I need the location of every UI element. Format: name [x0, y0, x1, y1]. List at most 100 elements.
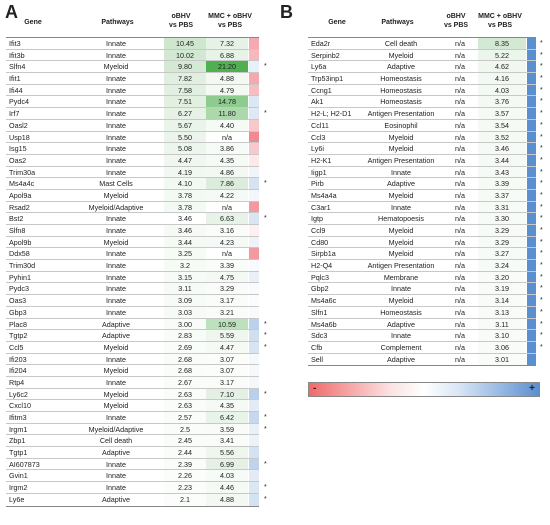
pathway-cell: Adaptive: [102, 448, 130, 458]
gene-cell: Ccng1: [311, 85, 332, 95]
pathway-cell: Myeloid: [388, 296, 414, 306]
table-row: Eda2r Cell death n/a 8.35 *: [308, 38, 543, 50]
value-obhv-cell: 3.15: [164, 271, 206, 283]
value-mmc-cell: 3.14: [478, 295, 526, 306]
table-row: Gbp2 Innate n/a 3.19 *: [308, 283, 543, 296]
value-mmc-cell: 4.86: [206, 166, 248, 178]
value-mmc-cell: 5.22: [478, 49, 526, 61]
ratio-color-bar: [249, 353, 259, 365]
panel-a-col1-line2: vs PBS: [168, 22, 194, 29]
table-row: Ifit1 Innate 7.82 4.88: [6, 73, 259, 85]
value-mmc-cell: 7.10: [206, 388, 248, 400]
ratio-color-bar: [527, 143, 536, 154]
gene-cell: Rtp4: [9, 377, 25, 387]
significance-star: *: [540, 250, 543, 258]
value-mmc-cell: 4.46: [206, 482, 248, 493]
significance-star: *: [540, 156, 543, 164]
value-obhv-cell: 3.46: [178, 214, 192, 224]
gene-cell: Apol9a: [9, 190, 32, 200]
value-mmc-cell: 4.03: [206, 470, 248, 482]
gene-cell: Ifi44: [9, 85, 23, 95]
value-obhv-cell: 4.47: [164, 154, 206, 166]
significance-star: *: [540, 110, 543, 118]
value-obhv-cell: 2.69: [164, 341, 206, 353]
gene-cell: Usp18: [9, 132, 30, 142]
ratio-color-bar: [527, 341, 536, 353]
value-obhv-cell: 2.68: [164, 353, 206, 365]
pathway-cell: Antigen Presentation: [367, 155, 435, 165]
gene-cell: Tgtp1: [9, 448, 28, 458]
value-obhv-cell: 4.10: [164, 178, 206, 189]
gene-cell: Ifit1: [9, 74, 21, 84]
value-mmc-cell: 3.43: [478, 166, 526, 178]
ratio-color-bar: [527, 225, 536, 236]
gene-cell: Cfb: [311, 342, 323, 352]
significance-star: *: [540, 308, 543, 316]
ratio-color-bar: [527, 283, 536, 295]
value-obhv-cell: 3.25: [164, 248, 206, 260]
value-mmc-cell: 3.17: [206, 376, 248, 388]
table-row: Rtp4 Innate 2.67 3.17: [6, 376, 259, 389]
value-mmc-cell: 11.80: [206, 108, 248, 119]
significance-star: *: [540, 40, 543, 47]
value-obhv-cell: 5.67: [164, 119, 206, 131]
value-mmc-cell: 4.79: [206, 84, 248, 96]
pathway-cell: Innate: [106, 249, 126, 259]
value-obhv-cell: n/a: [455, 354, 465, 364]
value-mmc-cell: 10.59: [206, 318, 248, 330]
value-mmc-cell: 4.03: [478, 84, 526, 96]
table-row: Usp18 Innate 5.50 n/a: [6, 131, 259, 144]
significance-star: *: [264, 110, 267, 118]
value-obhv-cell: 5.50: [164, 131, 206, 143]
value-obhv-cell: 2.26: [164, 470, 206, 482]
panel-b-pathways-header: Pathways: [381, 19, 414, 26]
gene-cell: Ifi204: [9, 366, 27, 376]
pathway-cell: Myeloid: [388, 190, 414, 200]
pathway-cell: Innate: [106, 39, 126, 48]
gene-cell: Ly6e: [9, 494, 25, 504]
table-row: Ifitm3 Innate 2.57 6.42 *: [6, 412, 267, 424]
gene-cell: Irgm2: [9, 483, 28, 493]
pathway-cell: Myeloid: [103, 389, 129, 399]
value-obhv-cell: n/a: [455, 202, 465, 212]
pathway-cell: Complement: [380, 342, 422, 352]
value-mmc-cell: 3.57: [478, 108, 526, 119]
ratio-color-bar: [527, 108, 536, 119]
table-row: Slfn1 Homeostasis n/a 3.13 *: [308, 306, 543, 319]
table-row: Pydc4 Innate 7.51 14.78: [6, 96, 259, 109]
pathway-cell: Innate: [106, 132, 126, 142]
table-row: Ly6c2 Myeloid 2.63 7.10 *: [6, 388, 267, 401]
ratio-color-bar: [249, 458, 259, 470]
value-obhv-cell: 7.58: [164, 84, 206, 96]
pathway-cell: Myeloid/Adaptive: [88, 424, 144, 434]
gene-cell: Ccl5: [9, 342, 24, 352]
table-row: Pirb Adaptive n/a 3.39 *: [308, 178, 543, 190]
value-mmc-cell: 3.10: [478, 330, 526, 341]
ratio-color-bar: [527, 260, 536, 271]
pathway-cell: Membrane: [383, 272, 419, 282]
table-row: Ifi204 Myeloid 2.68 3.07: [6, 365, 259, 377]
value-obhv-cell: n/a: [455, 97, 465, 107]
significance-star: *: [264, 495, 267, 503]
pathway-cell: Innate: [106, 459, 126, 469]
table-row: Ifi203 Innate 2.68 3.07: [6, 353, 259, 366]
pathway-cell: Myeloid: [388, 132, 414, 142]
panel-b-col2-line2: vs PBS: [487, 22, 513, 29]
ratio-color-bar: [249, 189, 259, 201]
significance-star: *: [540, 238, 543, 246]
ratio-color-bar: [249, 306, 259, 318]
gene-cell: Ccl11: [311, 120, 329, 130]
ratio-color-bar: [249, 178, 259, 189]
value-obhv-cell: n/a: [455, 214, 465, 224]
gene-cell: Ly6c2: [9, 389, 28, 399]
panel-b-gene-header: Gene: [328, 19, 346, 26]
value-mmc-cell: 7.32: [206, 38, 248, 49]
value-obhv-cell: n/a: [455, 342, 465, 352]
gene-cell: Zbp1: [9, 436, 26, 446]
pathway-cell: Myeloid: [103, 366, 129, 376]
value-mmc-cell: 3.46: [478, 143, 526, 154]
ratio-color-bar: [527, 306, 536, 318]
table-row: Sirpb1a Myeloid n/a 3.27 *: [308, 248, 543, 261]
gene-cell: Ms4a4a: [311, 190, 337, 200]
pathway-cell: Homeostasis: [380, 74, 422, 84]
